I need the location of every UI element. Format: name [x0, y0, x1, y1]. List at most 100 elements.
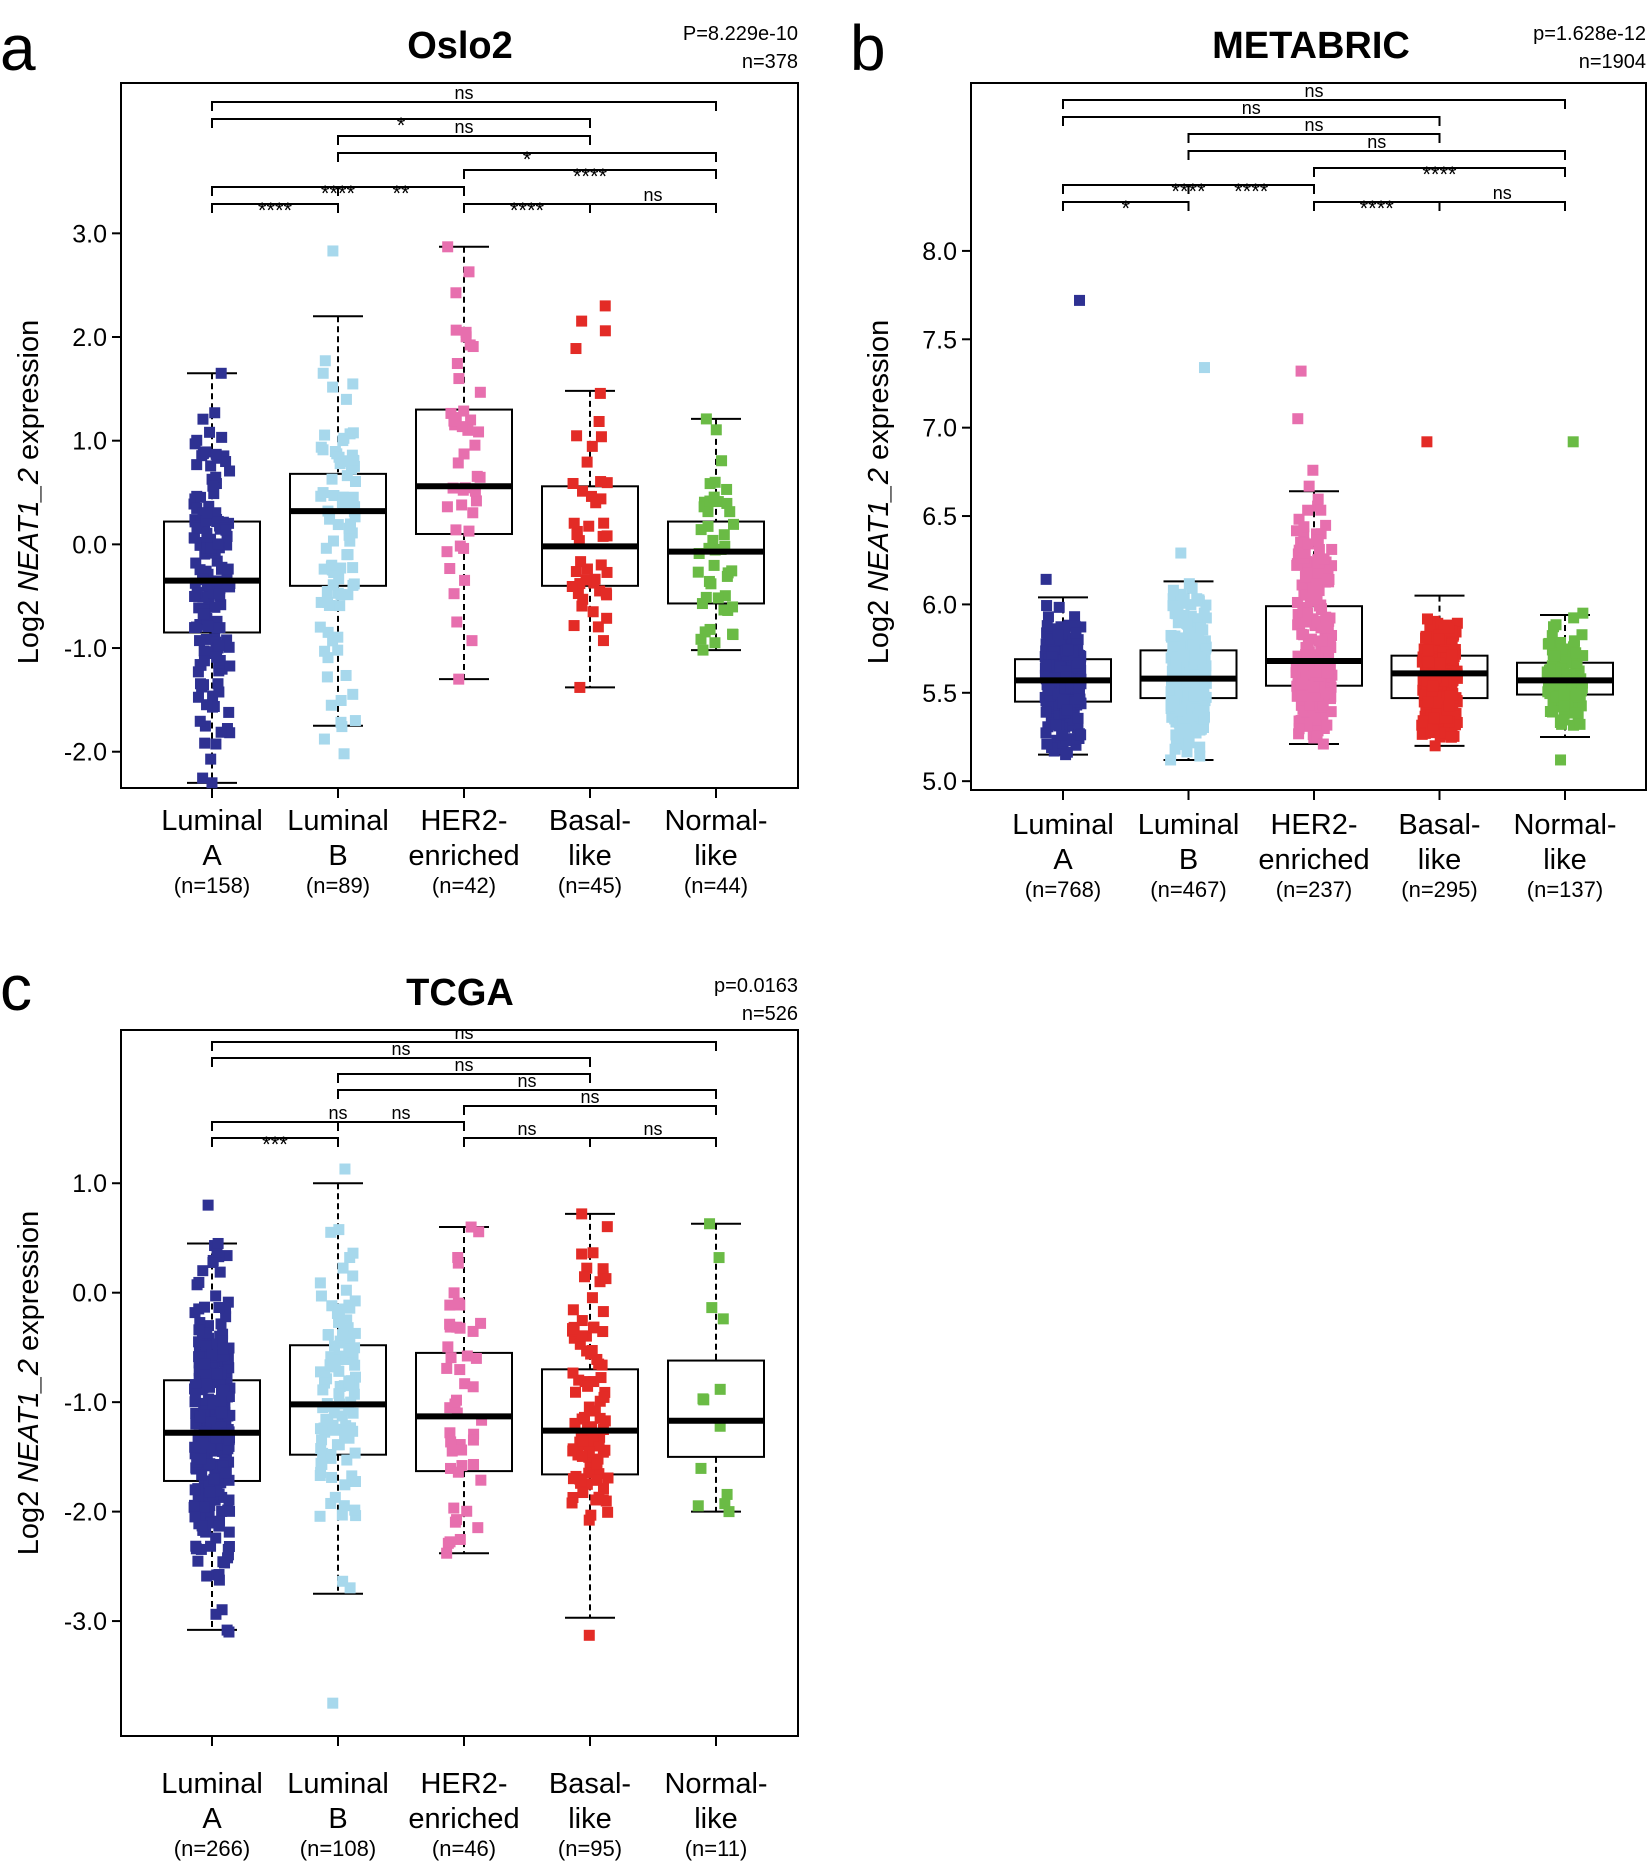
category-label-line1: Basal-	[549, 1768, 631, 1800]
data-point	[586, 1292, 598, 1304]
data-point	[327, 635, 339, 647]
significance-bracket: ****	[1313, 162, 1566, 187]
data-point	[710, 424, 722, 436]
data-point	[1054, 661, 1066, 673]
significance-label: ns	[1367, 132, 1386, 152]
y-tick-label: 0.0	[72, 531, 107, 559]
box-group	[667, 417, 765, 652]
data-point	[196, 1469, 208, 1481]
data-point	[586, 440, 598, 452]
data-point	[204, 1441, 216, 1453]
data-point	[1568, 635, 1580, 647]
data-point	[1555, 754, 1567, 766]
category-sample-size: (n=158)	[174, 873, 250, 898]
data-point	[703, 575, 715, 587]
data-point	[1290, 661, 1302, 673]
data-point	[1449, 719, 1461, 731]
bracket-line	[211, 1057, 591, 1067]
significance-bracket: ns	[337, 1055, 591, 1083]
data-point	[336, 1410, 348, 1422]
data-point	[598, 517, 610, 529]
data-point	[598, 1391, 610, 1403]
data-point	[1040, 573, 1052, 585]
data-point	[446, 1445, 458, 1457]
data-point	[1422, 696, 1434, 708]
data-point	[220, 1302, 232, 1314]
data-point	[724, 506, 736, 518]
significance-bracket: ****	[463, 198, 591, 223]
data-point	[1421, 675, 1433, 687]
data-point	[206, 777, 218, 789]
data-point	[314, 1510, 326, 1522]
data-points	[164, 241, 764, 789]
data-point	[581, 1262, 593, 1274]
data-point	[341, 1314, 353, 1326]
data-point	[577, 1487, 589, 1499]
data-point	[567, 1323, 579, 1335]
data-point	[462, 424, 474, 436]
data-point	[211, 1246, 223, 1258]
panel-a: a Oslo2 P=8.229e-10 n=378 Log2 NEAT1_2 e…	[0, 12, 799, 898]
data-point	[722, 604, 734, 616]
data-point	[593, 1468, 605, 1480]
data-point	[1320, 687, 1332, 699]
data-point	[702, 520, 714, 532]
significance-label: ***	[262, 1132, 288, 1157]
data-point	[591, 1474, 603, 1486]
data-point	[222, 1543, 234, 1555]
y-axis-label: Log2 NEAT1_2 expression	[863, 320, 895, 664]
significance-label: *	[397, 113, 406, 138]
data-point	[317, 1384, 329, 1396]
y-tick-label: 6.0	[922, 591, 957, 619]
data-point	[451, 1407, 463, 1419]
data-point	[1302, 538, 1314, 550]
data-point	[698, 501, 710, 513]
data-point	[1074, 693, 1086, 705]
data-point	[1075, 729, 1087, 741]
y-tick-label: -2.0	[64, 739, 107, 767]
data-point	[583, 1401, 595, 1413]
data-point	[217, 1343, 229, 1355]
data-point	[193, 1351, 205, 1363]
data-point	[1567, 436, 1579, 448]
data-point	[1175, 588, 1187, 600]
data-point	[1073, 678, 1085, 690]
data-point	[1447, 710, 1459, 722]
data-point	[1558, 708, 1570, 720]
data-point	[461, 1505, 473, 1517]
significance-label: ns	[1242, 98, 1261, 118]
data-point	[201, 507, 213, 519]
data-point	[209, 1468, 221, 1480]
data-point	[317, 1402, 329, 1414]
data-point	[217, 1384, 229, 1396]
data-point	[1433, 633, 1445, 645]
data-point	[199, 1358, 211, 1370]
data-point	[325, 1497, 337, 1509]
data-point	[332, 644, 344, 656]
data-point	[209, 601, 221, 613]
data-point	[315, 1466, 327, 1478]
data-point	[204, 426, 216, 438]
data-point	[445, 1352, 457, 1364]
data-point	[204, 1458, 216, 1470]
data-point	[328, 1407, 340, 1419]
plot-area-frame	[970, 82, 1647, 791]
category-label-line2: like	[568, 840, 612, 872]
data-point	[1061, 665, 1073, 677]
data-point	[1296, 579, 1308, 591]
data-point	[594, 585, 606, 597]
data-point	[319, 429, 331, 441]
points-group	[188, 1199, 236, 1638]
data-point	[1299, 547, 1311, 559]
y-tick-label: 7.5	[922, 326, 957, 354]
bracket-line	[463, 169, 717, 179]
data-point	[1041, 600, 1053, 612]
panel-letter: c	[0, 952, 32, 1024]
data-point	[1303, 480, 1315, 492]
data-point	[1179, 678, 1191, 690]
data-point	[194, 1317, 206, 1329]
data-point	[1180, 707, 1192, 719]
data-point	[322, 626, 334, 638]
data-point	[344, 1582, 356, 1594]
y-tick-label: 1.0	[72, 428, 107, 456]
